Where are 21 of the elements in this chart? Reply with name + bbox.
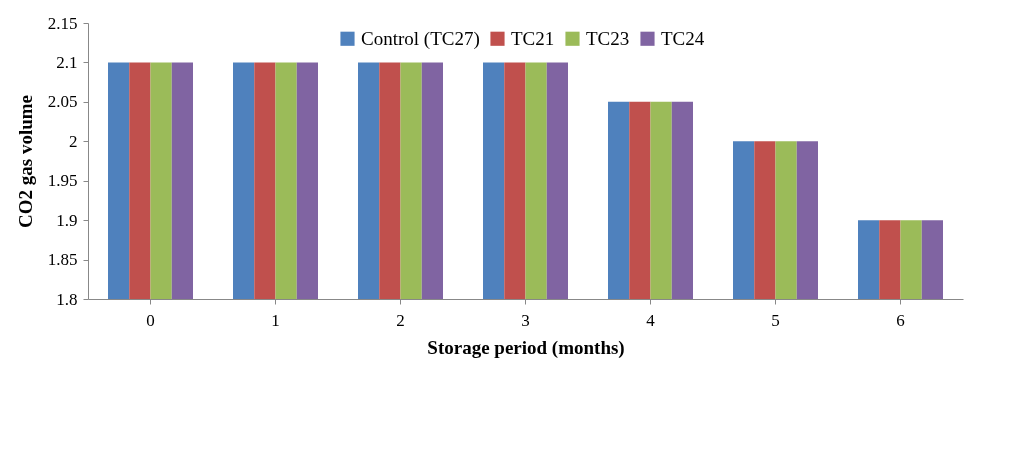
y-tick-label: 2	[69, 131, 78, 151]
y-tick-label: 1.8	[56, 289, 78, 309]
legend-label: TC23	[586, 27, 630, 49]
x-tick-label: 1	[271, 310, 280, 330]
y-tick-label: 1.95	[47, 171, 78, 191]
y-tick-label: 2.05	[47, 92, 78, 112]
x-tick-label: 4	[646, 310, 656, 330]
x-tick-label: 5	[771, 310, 780, 330]
y-tick-label: 2.1	[56, 52, 78, 72]
x-tick-label: 6	[896, 310, 905, 330]
legend-label: TC24	[661, 27, 705, 49]
x-tick-label: 3	[521, 310, 530, 330]
y-tick-label: 1.9	[56, 210, 78, 230]
x-tick-label: 2	[396, 310, 405, 330]
y-tick-label: 2.15	[47, 13, 78, 33]
y-tick-label: 1.85	[47, 250, 78, 270]
legend-label: TC21	[511, 27, 555, 49]
x-axis-title: Storage period (months)	[427, 336, 625, 359]
y-axis-title: CO2 gas volume	[14, 95, 36, 228]
x-tick-label: 0	[146, 310, 155, 330]
legend-label: Control (TC27)	[361, 27, 480, 50]
